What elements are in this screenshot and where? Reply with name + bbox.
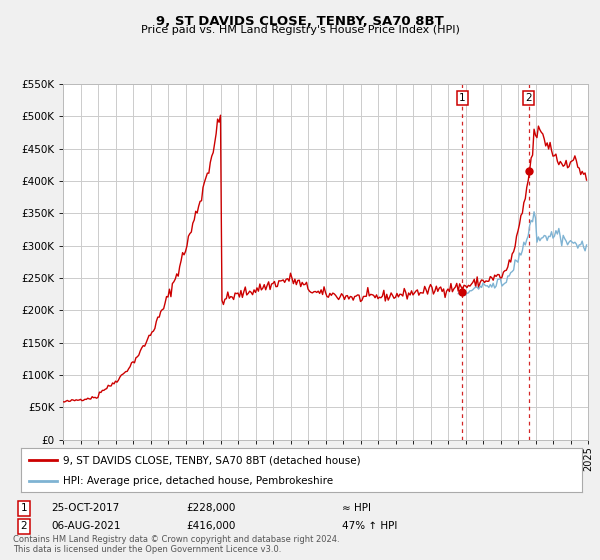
Text: Price paid vs. HM Land Registry's House Price Index (HPI): Price paid vs. HM Land Registry's House … — [140, 25, 460, 35]
Text: Contains HM Land Registry data © Crown copyright and database right 2024.: Contains HM Land Registry data © Crown c… — [13, 535, 340, 544]
Text: £228,000: £228,000 — [186, 503, 235, 514]
Text: ≈ HPI: ≈ HPI — [342, 503, 371, 514]
Text: 9, ST DAVIDS CLOSE, TENBY, SA70 8BT: 9, ST DAVIDS CLOSE, TENBY, SA70 8BT — [156, 15, 444, 27]
Text: 06-AUG-2021: 06-AUG-2021 — [51, 521, 121, 531]
Text: This data is licensed under the Open Government Licence v3.0.: This data is licensed under the Open Gov… — [13, 545, 281, 554]
Text: 1: 1 — [20, 503, 28, 514]
Text: 9, ST DAVIDS CLOSE, TENBY, SA70 8BT (detached house): 9, ST DAVIDS CLOSE, TENBY, SA70 8BT (det… — [63, 455, 361, 465]
Text: 1: 1 — [459, 93, 466, 103]
Text: £416,000: £416,000 — [186, 521, 235, 531]
Text: 2: 2 — [525, 93, 532, 103]
Text: 47% ↑ HPI: 47% ↑ HPI — [342, 521, 397, 531]
Text: HPI: Average price, detached house, Pembrokeshire: HPI: Average price, detached house, Pemb… — [63, 476, 333, 486]
Text: 25-OCT-2017: 25-OCT-2017 — [51, 503, 119, 514]
Text: 2: 2 — [20, 521, 28, 531]
